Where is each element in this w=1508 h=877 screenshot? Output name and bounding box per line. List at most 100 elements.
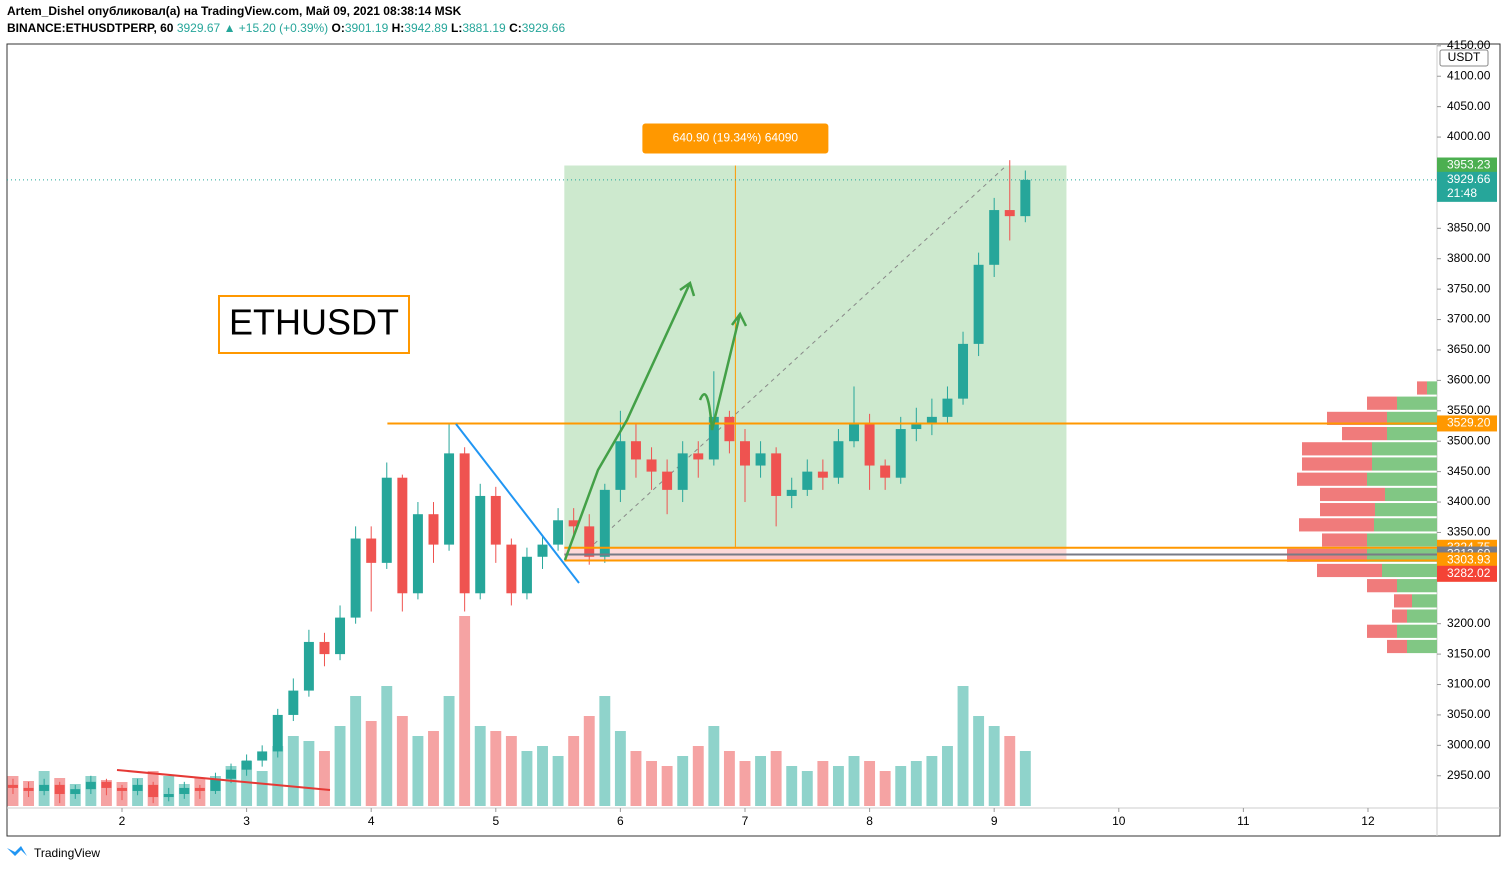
candle-body <box>630 441 641 460</box>
countdown: 21:48 <box>1447 186 1477 200</box>
candle-body <box>740 441 750 466</box>
volume-bar <box>661 766 673 806</box>
background-layer <box>564 165 1067 561</box>
candle-body <box>179 787 190 795</box>
y-tick-label: 3450.00 <box>1447 464 1491 478</box>
y-tick-label: 2950.00 <box>1447 768 1491 782</box>
profile-down <box>1299 518 1374 532</box>
volume-bar <box>272 746 284 806</box>
volume-bar <box>443 696 455 806</box>
main-layer: 2 3 4 5 6 7 8 9 10 11 12 4150.00 4100.00 4050.00 4000.… <box>7 38 1497 828</box>
candle-body <box>958 343 969 399</box>
h-label: H: <box>392 21 405 35</box>
volume-bar <box>381 686 393 806</box>
y-tick-label: 4000.00 <box>1447 129 1491 143</box>
annotation: ETHUSDT <box>229 302 399 343</box>
volume-bar <box>723 751 735 806</box>
x-tick-label: 11 <box>1237 814 1250 828</box>
volume-bar <box>1019 751 1031 806</box>
volume-bar <box>708 726 720 806</box>
candle-body <box>54 784 65 795</box>
candle-body <box>428 514 439 545</box>
price-badge-label: 3529.20 <box>1447 416 1491 430</box>
volume-bar <box>646 761 657 806</box>
profile-up <box>1412 594 1437 608</box>
trend-line <box>116 769 331 791</box>
candle-body <box>210 778 221 791</box>
profile-down <box>1387 639 1407 654</box>
y-tick-label: 3500.00 <box>1447 433 1491 447</box>
l-label: L: <box>451 21 462 35</box>
y-tick-label: 3000.00 <box>1447 738 1491 752</box>
profile-down <box>1297 472 1367 486</box>
y-tick-label: 3800.00 <box>1447 251 1491 265</box>
volume-bar <box>755 756 767 806</box>
candle-body <box>942 398 953 417</box>
volume-bar <box>303 741 315 806</box>
price-badge-label: 3929.66 <box>1447 172 1491 186</box>
volume-bar <box>942 746 953 806</box>
volume-bar <box>287 736 299 806</box>
position-label-box <box>642 123 829 154</box>
candle-body <box>319 641 330 655</box>
volume-bar <box>739 761 751 806</box>
candle-body <box>817 471 828 478</box>
y-tick-label: 3850.00 <box>1447 220 1491 234</box>
profile-up <box>1387 411 1437 425</box>
candle-body <box>677 453 688 490</box>
price-badge <box>1437 171 1497 202</box>
x-tick-label: 9 <box>991 814 998 828</box>
y-tick-label: 4150.00 <box>1447 38 1491 52</box>
candle-body <box>132 784 143 791</box>
candle-body <box>366 538 377 563</box>
candle-body <box>39 784 50 791</box>
volume-bar <box>786 766 798 806</box>
candle-body <box>662 471 673 490</box>
frame <box>6 43 1501 837</box>
l-value: 3881.19 <box>462 21 506 35</box>
candle-body <box>23 787 34 791</box>
price-badge <box>1437 415 1497 432</box>
candle-body <box>117 787 127 791</box>
candle-body <box>926 416 937 423</box>
profile-up <box>1407 639 1437 654</box>
volume-bar <box>599 696 611 806</box>
volume-bar <box>910 761 922 806</box>
y-tick-label: 4100.00 <box>1447 68 1491 82</box>
candle-body <box>521 556 532 594</box>
volume-bar <box>334 726 346 806</box>
y-tick-label: 3550.00 <box>1447 403 1491 417</box>
candle-body <box>849 422 859 442</box>
volume-bar <box>770 751 782 806</box>
candle-body <box>895 429 906 478</box>
profile-up <box>1375 503 1437 517</box>
x-tick-label: 3 <box>243 814 250 828</box>
profile-up <box>1427 381 1437 395</box>
volume-bar <box>241 761 253 806</box>
candle-body <box>163 794 174 798</box>
volume-bar <box>832 766 844 806</box>
candle-body <box>724 416 735 442</box>
price-badge-label: 3953.23 <box>1447 158 1491 172</box>
measure-line <box>593 165 1007 545</box>
profile-down <box>1322 533 1367 547</box>
profile-up <box>1372 442 1437 456</box>
candle-body <box>241 760 252 770</box>
volume-bar <box>568 736 580 806</box>
candle-body <box>553 520 564 545</box>
volume-bar <box>973 716 985 806</box>
price-badge-label: 3303.93 <box>1447 553 1491 567</box>
volume-bar <box>692 746 704 806</box>
volume-bar <box>225 766 237 806</box>
profile-down <box>1367 624 1397 638</box>
profile-up <box>1387 427 1437 441</box>
candle-body <box>599 489 610 557</box>
y-tick-label: 3050.00 <box>1447 707 1491 721</box>
profile-down <box>1392 609 1407 623</box>
candle-body <box>568 520 579 527</box>
candle-body <box>864 422 875 466</box>
y-tick-label: 3200.00 <box>1447 616 1491 630</box>
candle-body <box>335 617 346 655</box>
volume-bar <box>848 756 860 806</box>
drawn-arrow <box>698 311 748 431</box>
